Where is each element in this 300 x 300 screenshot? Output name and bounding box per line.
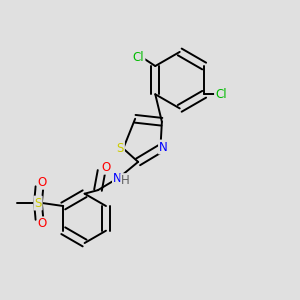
Text: O: O — [101, 161, 111, 174]
Text: N: N — [159, 140, 168, 154]
Text: N: N — [113, 172, 122, 185]
Text: Cl: Cl — [133, 51, 144, 64]
Text: O: O — [38, 176, 47, 189]
Text: O: O — [38, 218, 47, 230]
Text: Cl: Cl — [215, 88, 226, 101]
Text: S: S — [34, 196, 42, 210]
Text: S: S — [117, 142, 124, 155]
Text: H: H — [121, 174, 130, 187]
